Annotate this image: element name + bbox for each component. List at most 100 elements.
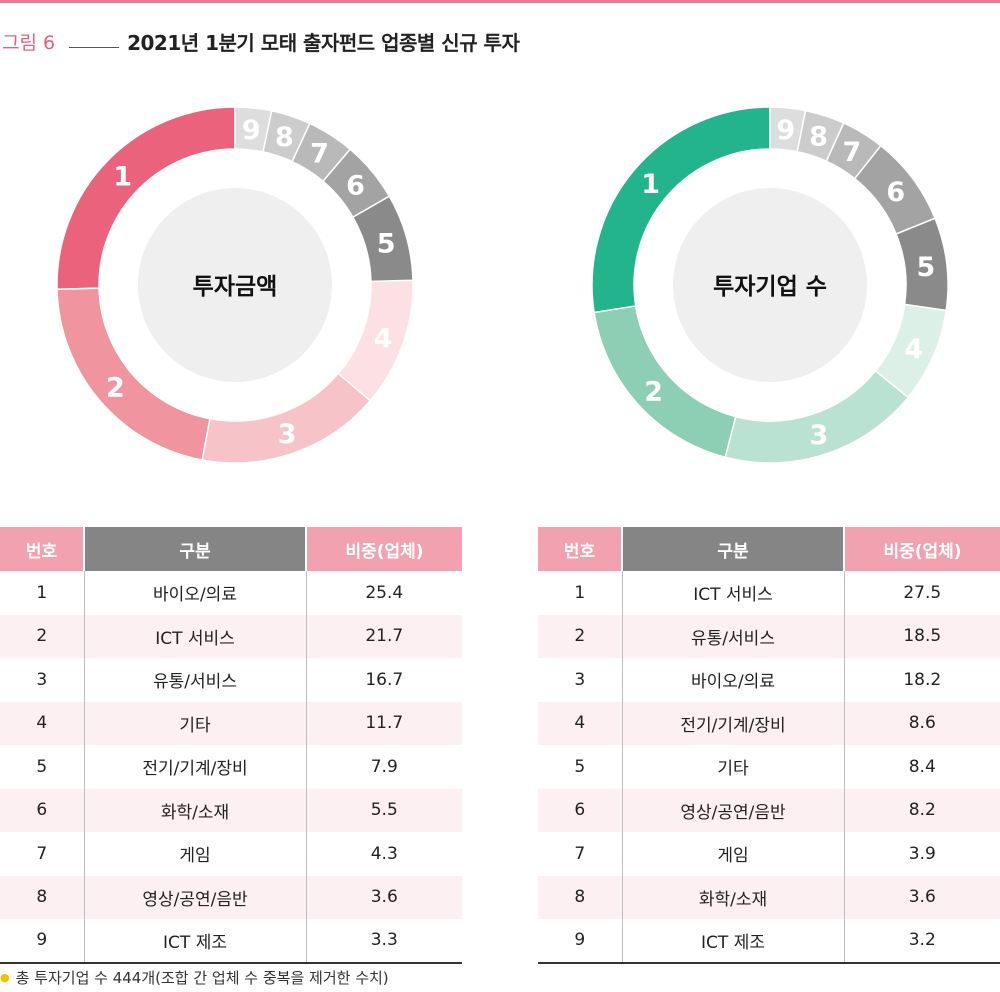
slice-label: 9 bbox=[776, 115, 795, 146]
donut-center-disc bbox=[673, 188, 867, 382]
cell-number: 7 bbox=[574, 843, 586, 864]
donut-slice-9 bbox=[769, 106, 807, 153]
cell-category: 게임 bbox=[83, 832, 307, 876]
bullet-icon: ● bbox=[0, 971, 10, 984]
slice-label: 2 bbox=[106, 373, 125, 404]
donut-center-label: 투자기업 수 bbox=[713, 274, 827, 300]
cell-share: 11.7 bbox=[306, 701, 462, 745]
cell-category: 바이오/의료 bbox=[621, 658, 845, 702]
cell-number: 2 bbox=[538, 614, 622, 658]
cell-number: 4 bbox=[538, 701, 622, 745]
cell-share: 7.9 bbox=[370, 756, 398, 777]
header-share: 비중(업체) bbox=[844, 527, 1000, 571]
cell-category: 전기/기계/장비 bbox=[83, 745, 307, 789]
cell-category: ICT 서비스 bbox=[621, 571, 845, 615]
table-row: 1 ICT 서비스 27.5 bbox=[538, 571, 1000, 615]
cell-number: 9 bbox=[538, 919, 622, 964]
slice-label: 6 bbox=[886, 177, 905, 208]
cell-share: 4.3 bbox=[370, 843, 398, 864]
table-row: 4 기타 11.7 bbox=[0, 701, 462, 745]
cell-category: ICT 서비스 bbox=[83, 614, 307, 658]
cell-category: 기타 bbox=[83, 701, 307, 745]
slice-label: 8 bbox=[809, 122, 828, 153]
cell-share: 27.5 bbox=[903, 582, 942, 603]
cell-category: 게임 bbox=[621, 832, 845, 876]
cell-share: 3.2 bbox=[844, 919, 1000, 964]
cell-category: 바이오/의료 bbox=[83, 571, 307, 615]
cell-number: 9 bbox=[0, 919, 84, 964]
donut-center-label: 투자금액 bbox=[193, 274, 278, 300]
slice-label: 3 bbox=[278, 419, 297, 450]
cell-share: 8.2 bbox=[844, 788, 1000, 832]
table-row: 9 ICT 제조 3.3 bbox=[0, 919, 462, 964]
table-row: 3 유통/서비스 16.7 bbox=[0, 658, 462, 702]
table-row: 9 ICT 제조 3.2 bbox=[538, 919, 1000, 964]
donut-chart-companies: 1 2 3 4 5 6 7 8 9 투자기업 수 bbox=[585, 100, 955, 470]
cell-share: 8.4 bbox=[908, 756, 936, 777]
table-row: 6 영상/공연/음반 8.2 bbox=[538, 788, 1000, 832]
table-row: 4 전기/기계/장비 8.6 bbox=[538, 701, 1000, 745]
table-header-row: 번호 구분 비중(업체) bbox=[0, 527, 462, 571]
cell-share: 3.6 bbox=[306, 875, 462, 919]
cell-share: 5.5 bbox=[306, 788, 462, 832]
table-row: 5 전기/기계/장비 7.9 bbox=[0, 745, 462, 789]
cell-number: 4 bbox=[0, 701, 84, 745]
slice-label: 1 bbox=[641, 169, 660, 200]
table-companies-body: 1 ICT 서비스 27.5 2 유통/서비스 18.5 3 바이오/의료 18.2 4 전기/기계… bbox=[538, 571, 1000, 964]
header-share: 비중(업체) bbox=[306, 527, 462, 571]
cell-number: 1 bbox=[574, 582, 586, 603]
cell-number: 3 bbox=[36, 669, 48, 690]
footnote-text: 총 투자기업 수 444개(조합 간 업체 수 중복을 제거한 수치) bbox=[15, 969, 389, 987]
slice-label: 2 bbox=[644, 376, 663, 407]
slice-label: 7 bbox=[310, 139, 329, 170]
cell-share: 3.3 bbox=[306, 919, 462, 964]
table-row: 8 영상/공연/음반 3.6 bbox=[0, 875, 462, 919]
footnote: ● 총 투자기업 수 444개(조합 간 업체 수 중복을 제거한 수치) bbox=[0, 967, 389, 988]
cell-category: 화학/소재 bbox=[83, 788, 307, 832]
cell-category: ICT 제조 bbox=[83, 919, 307, 964]
table-row: 6 화학/소재 5.5 bbox=[0, 788, 462, 832]
table-row: 5 기타 8.4 bbox=[538, 745, 1000, 789]
cell-share: 16.7 bbox=[365, 669, 404, 690]
slice-label: 1 bbox=[113, 161, 132, 192]
slice-label: 4 bbox=[904, 334, 923, 365]
slice-label: 3 bbox=[810, 420, 829, 451]
donut-center-disc bbox=[138, 188, 332, 382]
header-category: 구분 bbox=[84, 527, 307, 571]
slice-label: 4 bbox=[374, 323, 393, 354]
figure-title: 2021년 1분기 모태 출자펀드 업종별 신규 투자 bbox=[127, 30, 520, 55]
figure-number: 그림 6 bbox=[2, 31, 56, 54]
cell-share: 3.9 bbox=[908, 843, 936, 864]
donut-slice-9 bbox=[234, 106, 273, 153]
cell-share: 25.4 bbox=[365, 582, 404, 603]
slice-label: 8 bbox=[275, 122, 294, 153]
cell-number: 8 bbox=[0, 875, 84, 919]
cell-number: 8 bbox=[538, 875, 622, 919]
header-category: 구분 bbox=[622, 527, 845, 571]
cell-category: 기타 bbox=[621, 745, 845, 789]
table-companies: 번호 구분 비중(업체) 1 ICT 서비스 27.5 2 유통/서비스 18.5 3 바이오… bbox=[538, 527, 1000, 964]
table-row: 2 ICT 서비스 21.7 bbox=[0, 614, 462, 658]
figure-header: 그림 6 2021년 1분기 모태 출자펀드 업종별 신규 투자 bbox=[0, 26, 520, 56]
cell-number: 6 bbox=[538, 788, 622, 832]
table-row: 3 바이오/의료 18.2 bbox=[538, 658, 1000, 702]
table-row: 2 유통/서비스 18.5 bbox=[538, 614, 1000, 658]
table-row: 7 게임 3.9 bbox=[538, 832, 1000, 876]
cell-category: 유통/서비스 bbox=[83, 658, 307, 702]
table-amount-body: 1 바이오/의료 25.4 2 ICT 서비스 21.7 3 유통/서비스 16.7 4 기타 11.… bbox=[0, 571, 462, 964]
donut-chart-amount: 1 2 3 4 5 6 7 8 9 투자금액 bbox=[50, 100, 420, 470]
slice-label: 5 bbox=[377, 228, 396, 259]
table-row: 7 게임 4.3 bbox=[0, 832, 462, 876]
top-rule bbox=[0, 0, 1000, 3]
title-underline bbox=[69, 34, 120, 48]
cell-number: 6 bbox=[0, 788, 84, 832]
cell-category: 영상/공연/음반 bbox=[83, 875, 307, 919]
cell-share: 3.6 bbox=[844, 875, 1000, 919]
cell-category: 화학/소재 bbox=[621, 875, 845, 919]
cell-category: 영상/공연/음반 bbox=[621, 788, 845, 832]
header-number: 번호 bbox=[0, 527, 85, 571]
cell-number: 2 bbox=[0, 614, 84, 658]
slice-label: 9 bbox=[242, 115, 261, 146]
cell-share: 18.2 bbox=[903, 669, 942, 690]
